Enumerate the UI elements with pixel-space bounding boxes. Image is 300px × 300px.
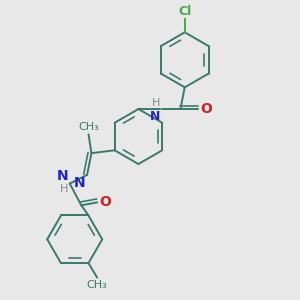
Text: O: O — [100, 195, 111, 209]
Text: H: H — [60, 184, 68, 194]
Text: H: H — [152, 98, 160, 108]
Text: O: O — [201, 102, 212, 116]
Text: N: N — [74, 176, 85, 190]
Text: CH₃: CH₃ — [87, 280, 107, 290]
Text: N: N — [150, 110, 160, 123]
Text: N: N — [57, 169, 68, 183]
Text: CH₃: CH₃ — [78, 122, 99, 132]
Text: Cl: Cl — [178, 5, 191, 18]
